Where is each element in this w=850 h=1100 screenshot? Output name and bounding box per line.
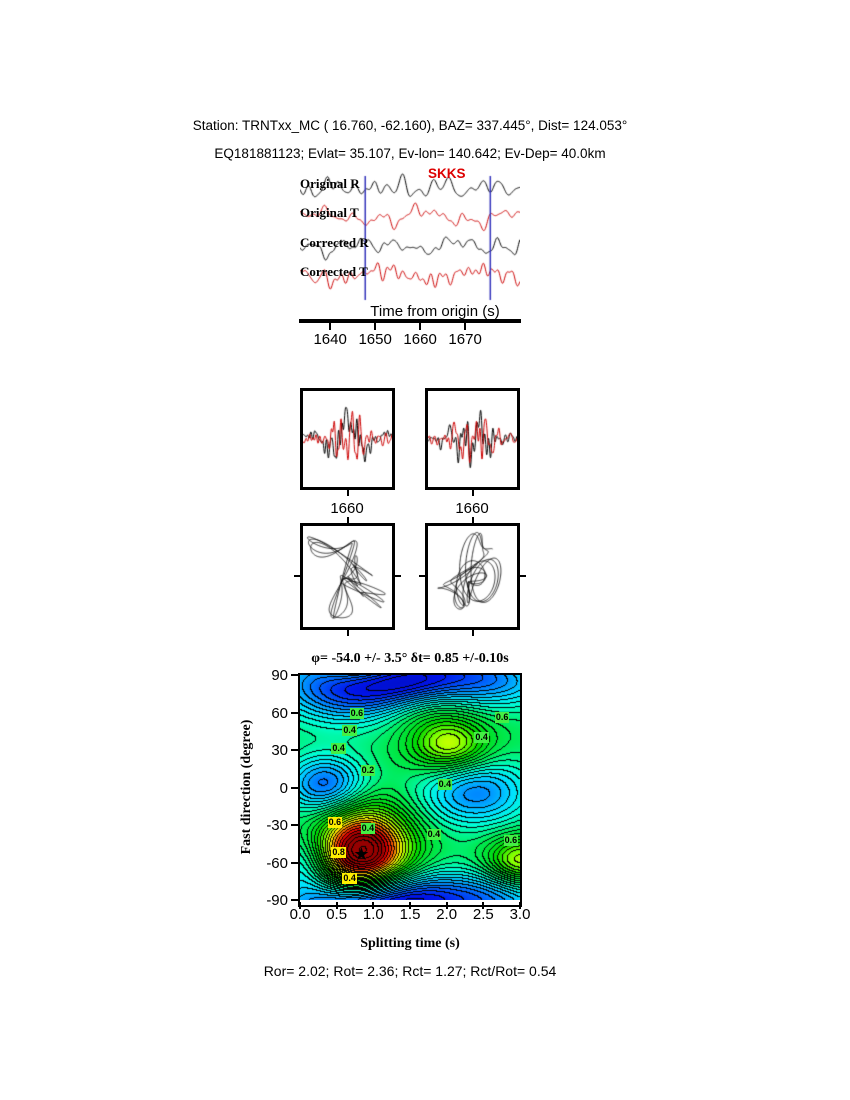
contour-xtick xyxy=(409,902,411,909)
contour-xtick-label: 0.0 xyxy=(289,906,311,923)
time-axis-tick xyxy=(329,323,332,330)
zoom-box-right xyxy=(425,388,520,490)
contour-level-label: 0.4 xyxy=(342,872,357,884)
contour-level-label: 0.4 xyxy=(331,742,346,754)
station-info-line: Station: TRNTxx_MC ( 16.760, -62.160), B… xyxy=(192,118,628,133)
contour-xtick xyxy=(482,902,485,909)
contour-level-label: 0.2 xyxy=(360,765,376,777)
contour-ytick-label: -30 xyxy=(266,817,288,834)
contour-ytick xyxy=(291,674,298,676)
particle-box-tick xyxy=(346,630,349,636)
particle-box-left xyxy=(300,523,395,630)
contour-ytick xyxy=(291,861,298,864)
particle-canvas-right xyxy=(428,526,517,627)
contour-canvas xyxy=(300,675,520,900)
particle-box-tick xyxy=(346,517,349,523)
time-axis-tick xyxy=(374,323,377,330)
zoom-tick-label-right: 1660 xyxy=(455,500,489,517)
contour-ytick xyxy=(291,711,298,714)
contour-level-label: 0.4 xyxy=(342,725,357,737)
trace-label-original-t: Original T xyxy=(300,205,359,220)
contour-level-label: 0.6 xyxy=(349,707,365,719)
contour-level-label: 0.8 xyxy=(331,846,346,858)
particle-box-right xyxy=(425,523,520,630)
zoom-box-tick xyxy=(346,490,349,496)
particle-box-tick xyxy=(471,517,474,523)
contour-ytick-label: -60 xyxy=(266,854,288,872)
splitting-result-title: φ= -54.0 +/- 3.5° δt= 0.85 +/-0.10s xyxy=(311,651,509,666)
zoom-canvas-right xyxy=(428,391,517,487)
trace-label-corrected-t: Corrected T xyxy=(300,264,368,279)
zoom-box-left xyxy=(300,388,395,490)
contour-level-label: 0.6 xyxy=(503,835,519,847)
time-axis-tick-label: 1650 xyxy=(358,331,392,348)
contour-ytick-label: -90 xyxy=(266,892,288,909)
contour-xtick-label: 2.0 xyxy=(436,906,458,923)
contour-ytick xyxy=(291,824,298,826)
phase-label: SKKS xyxy=(428,166,466,181)
particle-box-tick xyxy=(294,575,300,577)
time-axis-tick xyxy=(419,323,422,330)
particle-box-tick xyxy=(419,575,425,577)
contour-xtick-label: 1.5 xyxy=(399,906,421,923)
contour-xtick xyxy=(445,902,448,909)
waveform-canvas xyxy=(300,170,520,305)
contour-ytick-label: 30 xyxy=(271,742,288,759)
contour-plot-frame xyxy=(298,673,522,907)
contour-ytick xyxy=(291,786,298,789)
time-axis-tick-label: 1660 xyxy=(403,331,437,348)
contour-xlabel: Splitting time (s) xyxy=(360,936,460,951)
particle-canvas-left xyxy=(303,526,392,627)
contour-level-label: 0.4 xyxy=(437,779,453,790)
contour-xtick-label: 2.5 xyxy=(472,906,494,923)
time-axis-label: Time from origin (s) xyxy=(370,303,500,320)
trace-label-original-r: Original R xyxy=(300,176,360,191)
best-fit-star-marker: ★ xyxy=(353,844,370,864)
contour-ytick-label: 60 xyxy=(271,704,288,722)
contour-xtick xyxy=(372,902,375,909)
contour-xtick xyxy=(335,902,338,909)
time-axis-tick xyxy=(464,323,467,330)
contour-ytick xyxy=(291,749,298,751)
event-info-line: EQ181881123; Evlat= 35.107, Ev-lon= 140.… xyxy=(214,146,606,161)
contour-level-label: 0.4 xyxy=(474,731,489,743)
contour-level-label: 0.4 xyxy=(426,829,442,840)
footer-stats: Ror= 2.02; Rot= 2.36; Rct= 1.27; Rct/Rot… xyxy=(263,963,557,979)
zoom-canvas-left xyxy=(303,391,392,487)
contour-xtick xyxy=(519,902,521,909)
contour-xtick-label: 0.5 xyxy=(326,906,348,923)
contour-xtick-label: 3.0 xyxy=(509,906,531,923)
zoom-box-tick xyxy=(471,490,474,496)
contour-xtick-label: 1.0 xyxy=(362,906,384,923)
contour-level-label: 0.6 xyxy=(327,816,343,828)
contour-ytick-label: 0 xyxy=(279,779,288,797)
time-axis-tick-label: 1640 xyxy=(313,331,347,348)
contour-level-label: 0.6 xyxy=(494,711,510,723)
trace-label-corrected-r: Corrected R xyxy=(300,235,369,250)
time-axis-tick-label: 1670 xyxy=(448,331,482,348)
contour-xtick xyxy=(299,902,301,909)
particle-box-tick xyxy=(471,630,474,636)
particle-box-tick xyxy=(520,575,526,577)
zoom-tick-label-left: 1660 xyxy=(330,500,364,517)
contour-ytick xyxy=(291,899,298,901)
contour-ytick-label: 90 xyxy=(271,667,288,684)
particle-box-tick xyxy=(395,575,401,577)
time-axis-line xyxy=(299,319,521,323)
contour-level-label: 0.4 xyxy=(360,822,376,834)
